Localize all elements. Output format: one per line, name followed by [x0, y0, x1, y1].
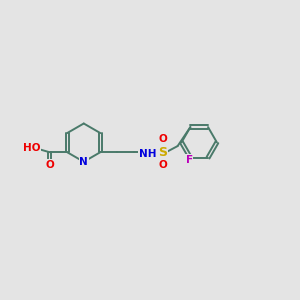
Text: O: O [158, 134, 167, 144]
Text: F: F [186, 155, 193, 165]
Text: O: O [158, 160, 167, 170]
Text: S: S [158, 146, 167, 159]
Text: O: O [45, 160, 54, 170]
Text: NH: NH [139, 149, 156, 159]
Text: HO: HO [22, 143, 40, 153]
Text: N: N [80, 157, 88, 167]
